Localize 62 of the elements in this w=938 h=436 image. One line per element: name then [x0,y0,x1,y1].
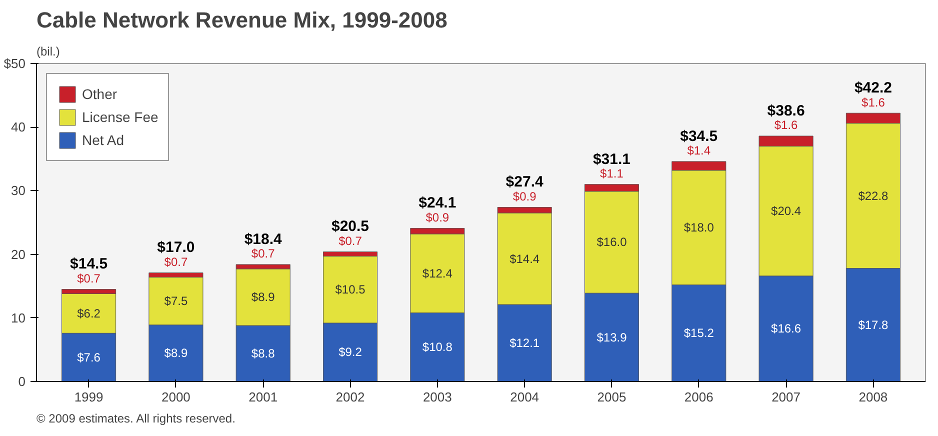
x-tick-label: 2002 [336,390,365,404]
y-axis-title: (bil.) [36,44,60,58]
data-label: $13.9 [596,330,628,344]
data-label: $20.4 [771,204,802,218]
x-tick-label: 2000 [161,390,190,404]
x-tick-label: 2001 [248,390,278,404]
x-tick-label: 2008 [858,390,888,404]
data-label: $0.9 [426,210,450,224]
total-label: $18.4 [244,230,283,248]
data-label: $8.9 [251,290,276,304]
data-label: $9.2 [338,345,362,360]
data-label: $1.1 [600,166,624,181]
data-label: $17.8 [858,318,889,332]
data-label: $14.4 [510,252,540,266]
total-label: $17.0 [157,239,195,256]
data-label: $0.7 [251,246,276,261]
data-label: $6.2 [77,306,101,320]
data-label: $16.6 [771,322,802,336]
total-label: $38.6 [767,102,805,120]
data-label: $0.7 [77,271,101,286]
data-label: $8.8 [251,346,276,361]
data-label: $16.0 [596,235,628,250]
legend-label: License Fee [82,109,158,125]
y-tick-label: $50 [4,56,26,71]
data-label: $22.8 [858,188,889,203]
x-tick-label: 2007 [772,390,801,404]
legend-label: Other [82,86,118,102]
data-label: $0.7 [164,254,188,269]
text: © 2009 estimates. All rights reserved. [36,412,236,426]
data-label: $18.0 [684,220,714,235]
total-label: $42.2 [854,80,892,97]
total-label: $20.5 [331,218,370,236]
total-label: $14.5 [70,256,108,273]
data-label: $1.4 [687,144,711,158]
data-label: $0.7 [338,234,362,248]
data-label: $15.2 [684,326,714,340]
data-label: $7.6 [77,350,101,364]
y-tick-label: 0 [18,374,26,389]
y-tick-label: 40 [11,120,26,135]
total-label: $24.1 [418,194,456,212]
y-tick-label: 10 [11,310,26,326]
x-tick-label: 2006 [684,390,714,404]
legend-label: Net Ad [82,132,124,148]
data-label: $12.1 [510,336,540,350]
data-label: $8.9 [164,346,188,360]
chart-title: Cable Network Revenue Mix, 1999-2008 [36,8,448,32]
data-label: $1.6 [774,118,798,132]
total-label: $27.4 [506,174,544,191]
y-tick-label: 20 [11,246,26,262]
x-tick-label: 2004 [510,390,540,404]
y-tick-label: 30 [11,183,26,198]
data-label: $12.4 [422,266,453,280]
total-label: $34.5 [680,128,718,145]
x-tick-label: 2003 [422,390,452,404]
data-label: $10.5 [335,282,366,297]
x-tick-label: 1999 [74,390,104,404]
total-label: $31.1 [592,150,631,168]
data-label: $10.8 [422,340,453,354]
data-label: $1.6 [862,95,886,110]
data-label: $7.5 [164,294,188,308]
x-tick-label: 2005 [597,390,626,404]
data-label: $0.9 [512,189,537,204]
